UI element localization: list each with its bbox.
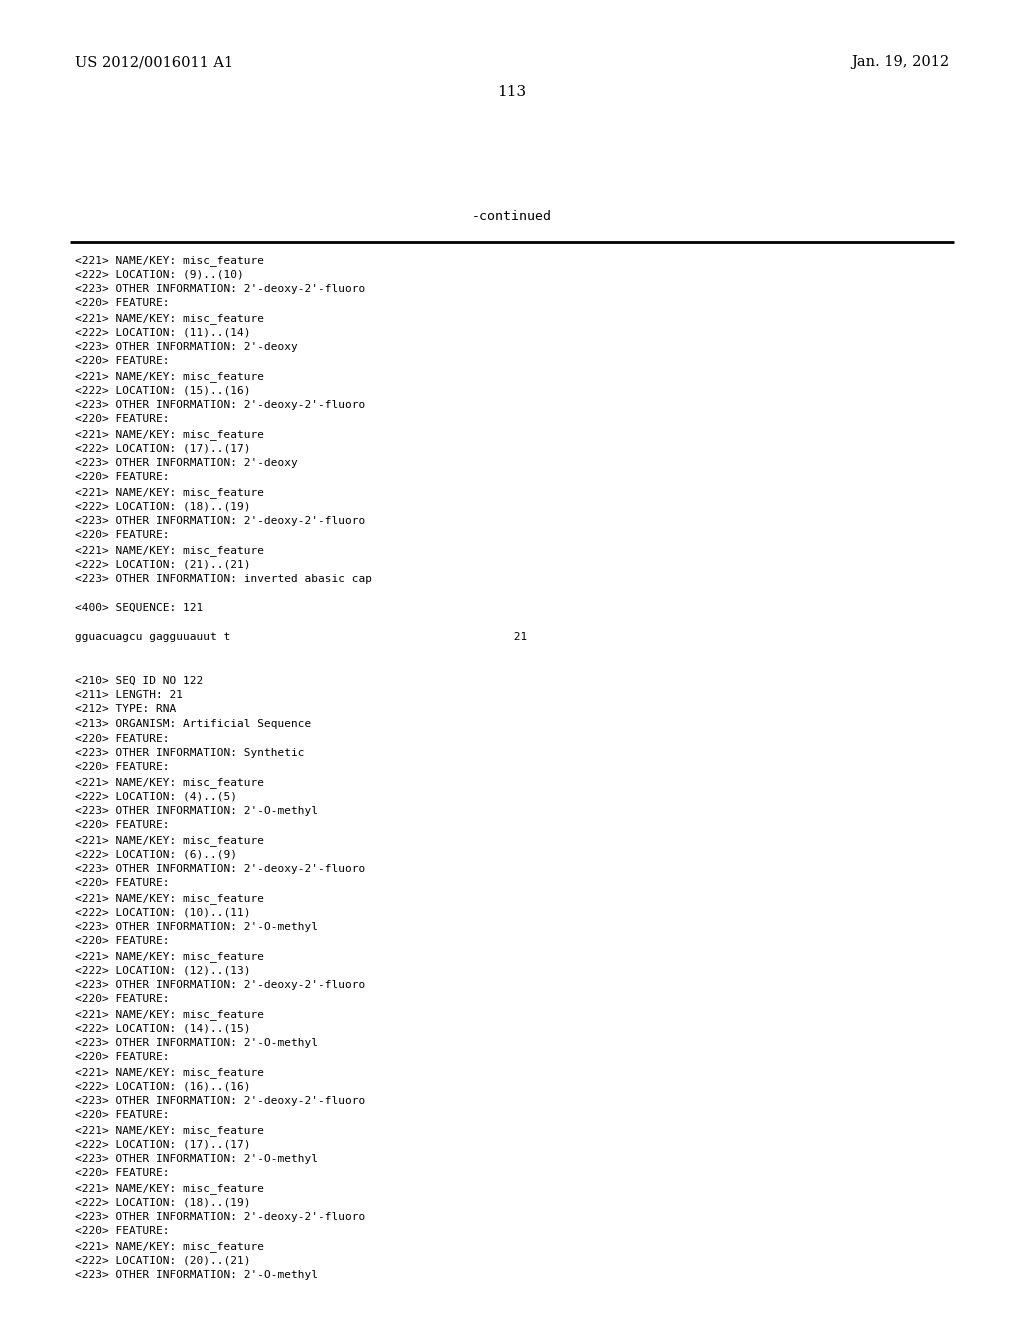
- Text: <222> LOCATION: (11)..(14): <222> LOCATION: (11)..(14): [75, 327, 251, 338]
- Text: <220> FEATURE:: <220> FEATURE:: [75, 1110, 170, 1121]
- Text: -continued: -continued: [472, 210, 552, 223]
- Text: <223> OTHER INFORMATION: inverted abasic cap: <223> OTHER INFORMATION: inverted abasic…: [75, 574, 372, 583]
- Text: <222> LOCATION: (4)..(5): <222> LOCATION: (4)..(5): [75, 792, 237, 801]
- Text: <212> TYPE: RNA: <212> TYPE: RNA: [75, 705, 176, 714]
- Text: <220> FEATURE:: <220> FEATURE:: [75, 994, 170, 1005]
- Text: <223> OTHER INFORMATION: 2'-deoxy-2'-fluoro: <223> OTHER INFORMATION: 2'-deoxy-2'-flu…: [75, 400, 366, 411]
- Text: Jan. 19, 2012: Jan. 19, 2012: [851, 55, 949, 69]
- Text: <223> OTHER INFORMATION: Synthetic: <223> OTHER INFORMATION: Synthetic: [75, 748, 304, 758]
- Text: <222> LOCATION: (14)..(15): <222> LOCATION: (14)..(15): [75, 1023, 251, 1034]
- Text: <223> OTHER INFORMATION: 2'-deoxy-2'-fluoro: <223> OTHER INFORMATION: 2'-deoxy-2'-flu…: [75, 516, 366, 525]
- Text: <211> LENGTH: 21: <211> LENGTH: 21: [75, 690, 183, 700]
- Text: <220> FEATURE:: <220> FEATURE:: [75, 356, 170, 367]
- Text: <221> NAME/KEY: misc_feature: <221> NAME/KEY: misc_feature: [75, 371, 264, 381]
- Text: <220> FEATURE:: <220> FEATURE:: [75, 936, 170, 946]
- Text: <220> FEATURE:: <220> FEATURE:: [75, 734, 170, 743]
- Text: <223> OTHER INFORMATION: 2'-O-methyl: <223> OTHER INFORMATION: 2'-O-methyl: [75, 1154, 318, 1164]
- Text: <221> NAME/KEY: misc_feature: <221> NAME/KEY: misc_feature: [75, 1183, 264, 1193]
- Text: <210> SEQ ID NO 122: <210> SEQ ID NO 122: [75, 676, 203, 685]
- Text: <220> FEATURE:: <220> FEATURE:: [75, 763, 170, 772]
- Text: <223> OTHER INFORMATION: 2'-deoxy: <223> OTHER INFORMATION: 2'-deoxy: [75, 458, 298, 469]
- Text: <223> OTHER INFORMATION: 2'-O-methyl: <223> OTHER INFORMATION: 2'-O-methyl: [75, 1270, 318, 1280]
- Text: <222> LOCATION: (16)..(16): <222> LOCATION: (16)..(16): [75, 1081, 251, 1092]
- Text: <220> FEATURE:: <220> FEATURE:: [75, 414, 170, 425]
- Text: <223> OTHER INFORMATION: 2'-deoxy: <223> OTHER INFORMATION: 2'-deoxy: [75, 342, 298, 352]
- Text: <220> FEATURE:: <220> FEATURE:: [75, 1168, 170, 1179]
- Text: <222> LOCATION: (17)..(17): <222> LOCATION: (17)..(17): [75, 444, 251, 454]
- Text: <221> NAME/KEY: misc_feature: <221> NAME/KEY: misc_feature: [75, 429, 264, 440]
- Text: <220> FEATURE:: <220> FEATURE:: [75, 1226, 170, 1237]
- Text: <222> LOCATION: (6)..(9): <222> LOCATION: (6)..(9): [75, 850, 237, 859]
- Text: <220> FEATURE:: <220> FEATURE:: [75, 473, 170, 483]
- Text: <220> FEATURE:: <220> FEATURE:: [75, 298, 170, 309]
- Text: <221> NAME/KEY: misc_feature: <221> NAME/KEY: misc_feature: [75, 777, 264, 788]
- Text: <222> LOCATION: (18)..(19): <222> LOCATION: (18)..(19): [75, 502, 251, 511]
- Text: <223> OTHER INFORMATION: 2'-O-methyl: <223> OTHER INFORMATION: 2'-O-methyl: [75, 921, 318, 932]
- Text: <220> FEATURE:: <220> FEATURE:: [75, 879, 170, 888]
- Text: <222> LOCATION: (18)..(19): <222> LOCATION: (18)..(19): [75, 1197, 251, 1208]
- Text: <221> NAME/KEY: misc_feature: <221> NAME/KEY: misc_feature: [75, 1067, 264, 1078]
- Text: <220> FEATURE:: <220> FEATURE:: [75, 821, 170, 830]
- Text: <223> OTHER INFORMATION: 2'-deoxy-2'-fluoro: <223> OTHER INFORMATION: 2'-deoxy-2'-flu…: [75, 865, 366, 874]
- Text: <221> NAME/KEY: misc_feature: <221> NAME/KEY: misc_feature: [75, 545, 264, 556]
- Text: <223> OTHER INFORMATION: 2'-deoxy-2'-fluoro: <223> OTHER INFORMATION: 2'-deoxy-2'-flu…: [75, 1096, 366, 1106]
- Text: <221> NAME/KEY: misc_feature: <221> NAME/KEY: misc_feature: [75, 1125, 264, 1137]
- Text: <400> SEQUENCE: 121: <400> SEQUENCE: 121: [75, 603, 203, 612]
- Text: <223> OTHER INFORMATION: 2'-deoxy-2'-fluoro: <223> OTHER INFORMATION: 2'-deoxy-2'-flu…: [75, 284, 366, 294]
- Text: <223> OTHER INFORMATION: 2'-O-methyl: <223> OTHER INFORMATION: 2'-O-methyl: [75, 807, 318, 816]
- Text: <222> LOCATION: (21)..(21): <222> LOCATION: (21)..(21): [75, 560, 251, 569]
- Text: 113: 113: [498, 84, 526, 99]
- Text: <222> LOCATION: (10)..(11): <222> LOCATION: (10)..(11): [75, 908, 251, 917]
- Text: <221> NAME/KEY: misc_feature: <221> NAME/KEY: misc_feature: [75, 950, 264, 962]
- Text: <221> NAME/KEY: misc_feature: <221> NAME/KEY: misc_feature: [75, 894, 264, 904]
- Text: <222> LOCATION: (15)..(16): <222> LOCATION: (15)..(16): [75, 385, 251, 396]
- Text: <222> LOCATION: (17)..(17): <222> LOCATION: (17)..(17): [75, 1139, 251, 1150]
- Text: <221> NAME/KEY: misc_feature: <221> NAME/KEY: misc_feature: [75, 313, 264, 323]
- Text: gguacuagcu gagguuauut t                                          21: gguacuagcu gagguuauut t 21: [75, 632, 527, 642]
- Text: <213> ORGANISM: Artificial Sequence: <213> ORGANISM: Artificial Sequence: [75, 719, 311, 729]
- Text: <221> NAME/KEY: misc_feature: <221> NAME/KEY: misc_feature: [75, 487, 264, 498]
- Text: US 2012/0016011 A1: US 2012/0016011 A1: [75, 55, 233, 69]
- Text: <221> NAME/KEY: misc_feature: <221> NAME/KEY: misc_feature: [75, 1008, 264, 1020]
- Text: <223> OTHER INFORMATION: 2'-deoxy-2'-fluoro: <223> OTHER INFORMATION: 2'-deoxy-2'-flu…: [75, 1212, 366, 1222]
- Text: <222> LOCATION: (9)..(10): <222> LOCATION: (9)..(10): [75, 269, 244, 280]
- Text: <220> FEATURE:: <220> FEATURE:: [75, 531, 170, 540]
- Text: <221> NAME/KEY: misc_feature: <221> NAME/KEY: misc_feature: [75, 255, 264, 265]
- Text: <222> LOCATION: (20)..(21): <222> LOCATION: (20)..(21): [75, 1255, 251, 1266]
- Text: <221> NAME/KEY: misc_feature: <221> NAME/KEY: misc_feature: [75, 1241, 264, 1251]
- Text: <220> FEATURE:: <220> FEATURE:: [75, 1052, 170, 1063]
- Text: <223> OTHER INFORMATION: 2'-deoxy-2'-fluoro: <223> OTHER INFORMATION: 2'-deoxy-2'-flu…: [75, 979, 366, 990]
- Text: <222> LOCATION: (12)..(13): <222> LOCATION: (12)..(13): [75, 965, 251, 975]
- Text: <221> NAME/KEY: misc_feature: <221> NAME/KEY: misc_feature: [75, 836, 264, 846]
- Text: <223> OTHER INFORMATION: 2'-O-methyl: <223> OTHER INFORMATION: 2'-O-methyl: [75, 1038, 318, 1048]
